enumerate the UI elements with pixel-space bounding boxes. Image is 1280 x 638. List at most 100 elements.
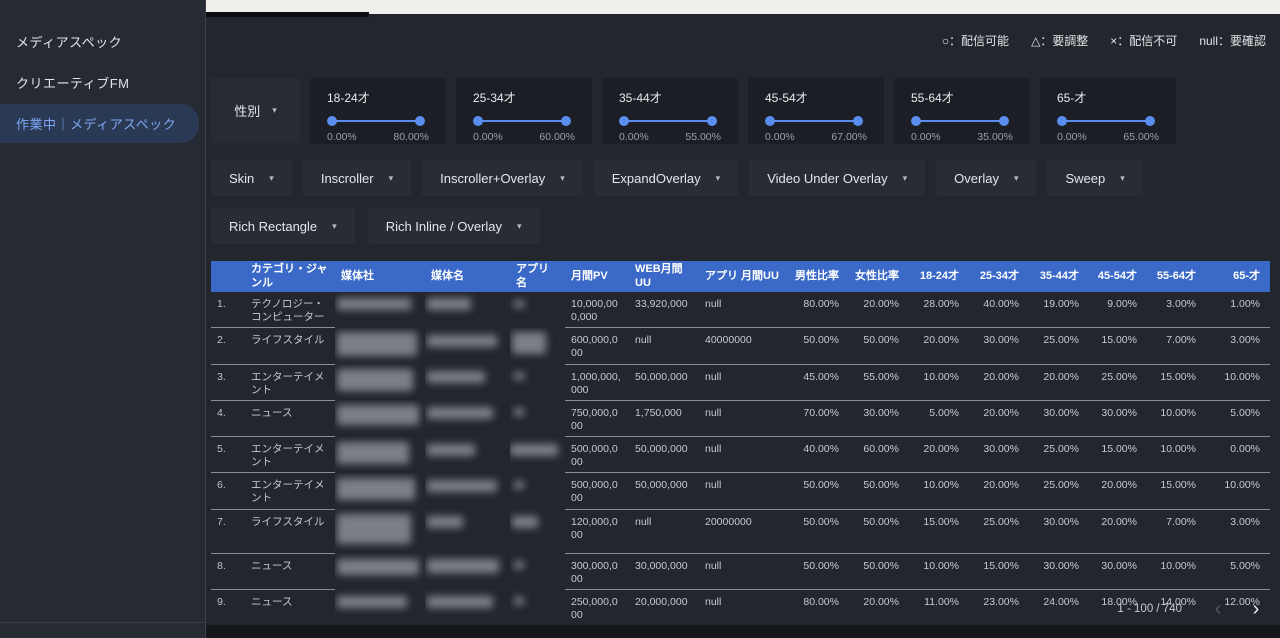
slider-handle-max[interactable] <box>561 116 571 126</box>
slider-handle-min[interactable] <box>619 116 629 126</box>
sidebar-item-media-spec[interactable]: メディアスペック <box>16 35 123 50</box>
cell-age-25-34: 20.00% <box>969 472 1029 510</box>
cell-app-uu: null <box>699 364 789 401</box>
cell-media-name-redacted <box>425 292 510 328</box>
slider-handle-max[interactable] <box>707 116 717 126</box>
cell-media-name-redacted <box>425 328 510 364</box>
filter-dropdown-expand-overlay[interactable]: ExpandOverlay ▾ <box>593 160 739 196</box>
header-category[interactable]: カテゴリ・ジャンル <box>245 261 335 292</box>
header-age-45-54[interactable]: 45-54才 <box>1089 261 1147 292</box>
pagination-prev-icon[interactable]: ‹ <box>1214 598 1222 620</box>
cell-category: ライフスタイル <box>245 509 335 554</box>
sidebar-item-creative-fm[interactable]: クリエーティブFM <box>16 76 130 91</box>
slider-handle-min[interactable] <box>765 116 775 126</box>
slider-handle-min[interactable] <box>911 116 921 126</box>
cell-male-ratio: 50.00% <box>789 553 849 590</box>
cell-monthly-pv: 1,000,000,000 <box>565 364 629 401</box>
cell-age-35-44: 19.00% <box>1029 292 1089 329</box>
cell-male-ratio: 50.00% <box>789 509 849 554</box>
header-monthly-pv[interactable]: 月間PV <box>565 261 629 292</box>
age-filter-25-34: 25-34才 0.00% 60.00% <box>456 78 592 144</box>
filter-dropdown-skin[interactable]: Skin ▾ <box>211 160 292 196</box>
cell-age-65: 5.00% <box>1206 400 1270 438</box>
table-row[interactable]: 7. ライフスタイル 120,000,000 null 20000000 50.… <box>211 509 1270 554</box>
cell-app-uu: null <box>699 589 789 627</box>
table-row[interactable]: 1. テクノロジー・コンピューター 10,000,000,000 33,920,… <box>211 292 1270 329</box>
table-row[interactable]: 3. エンターテイメント 1,000,000,000 50,000,000 nu… <box>211 364 1270 401</box>
filter-dropdown-rich-inline-overlay[interactable]: Rich Inline / Overlay ▾ <box>367 208 540 244</box>
header-age-25-34[interactable]: 25-34才 <box>969 261 1029 292</box>
header-web-monthly-uu[interactable]: WEB月間UU <box>629 261 699 292</box>
range-slider[interactable] <box>473 116 577 126</box>
header-app-name[interactable]: アプリ名 <box>510 261 565 292</box>
cell-female-ratio: 50.00% <box>849 553 909 590</box>
header-male-ratio[interactable]: 男性比率 <box>789 261 849 292</box>
filter-dropdown-inscroller[interactable]: Inscroller ▾ <box>302 160 412 196</box>
table-row[interactable]: 4. ニュース 750,000,000 1,750,000 null 70.00… <box>211 400 1270 438</box>
header-app-monthly-uu[interactable]: アプリ 月間UU <box>699 261 789 292</box>
table-row[interactable]: 8. ニュース 300,000,000 30,000,000 null 50.0… <box>211 553 1270 590</box>
slider-label: 45-54才 <box>765 91 808 105</box>
dropdown-label: ExpandOverlay <box>611 170 701 186</box>
cell-age-35-44: 25.00% <box>1029 472 1089 510</box>
slider-handle-max[interactable] <box>999 116 1009 126</box>
slider-handle-max[interactable] <box>415 116 425 126</box>
cell-media-name-redacted <box>425 509 510 553</box>
sidebar-item-wip-media-spec[interactable]: 作業中｜メディアスペック <box>0 104 199 143</box>
chevron-down-icon: ▾ <box>715 172 721 183</box>
chevron-down-icon: ▾ <box>269 172 274 183</box>
cell-age-45-54: 15.00% <box>1089 327 1147 365</box>
header-age-55-64[interactable]: 55-64才 <box>1147 261 1206 292</box>
cell-age-45-54: 25.00% <box>1089 364 1147 401</box>
header-female-ratio[interactable]: 女性比率 <box>849 261 909 292</box>
cell-age-18-24: 10.00% <box>909 472 969 510</box>
table-row[interactable]: 9. ニュース 250,000,000 20,000,000 null 80.0… <box>211 589 1270 627</box>
cell-age-18-24: 28.00% <box>909 292 969 329</box>
range-slider[interactable] <box>911 116 1015 126</box>
row-index: 7. <box>211 509 245 554</box>
cell-category: エンターテイメント <box>245 364 335 401</box>
dropdown-label: Rich Inline / Overlay <box>385 218 503 234</box>
range-slider[interactable] <box>327 116 431 126</box>
row-index: 9. <box>211 589 245 627</box>
filter-dropdown-overlay[interactable]: Overlay ▾ <box>936 160 1037 196</box>
table-row[interactable]: 5. エンターテイメント 500,000,000 50,000,000 null… <box>211 436 1270 474</box>
cell-age-45-54: 15.00% <box>1089 436 1147 474</box>
cell-media-name-redacted <box>425 437 510 473</box>
cell-age-65: 10.00% <box>1206 364 1270 401</box>
filter-dropdown-rich-rectangle[interactable]: Rich Rectangle ▾ <box>211 208 355 244</box>
slider-max-value: 65.00% <box>1123 131 1159 143</box>
table-row[interactable]: 2. ライフスタイル 600,000,000 null 40000000 50.… <box>211 327 1270 365</box>
pagination-next-icon[interactable]: › <box>1252 598 1260 620</box>
table-row[interactable]: 6. エンターテイメント 500,000,000 50,000,000 null… <box>211 472 1270 510</box>
header-media-name[interactable]: 媒体名 <box>425 261 510 292</box>
filter-dropdown-video-under-overlay[interactable]: Video Under Overlay ▾ <box>749 160 926 196</box>
cell-category: テクノロジー・コンピューター <box>245 292 335 329</box>
range-slider[interactable] <box>1057 116 1161 126</box>
gender-filter-dropdown[interactable]: 性別 ▾ <box>211 78 300 143</box>
cell-web-uu: 1,750,000 <box>629 400 699 438</box>
slider-track <box>331 120 421 122</box>
slider-handle-min[interactable] <box>473 116 483 126</box>
header-age-35-44[interactable]: 35-44才 <box>1029 261 1089 292</box>
header-age-65[interactable]: 65-才 <box>1206 261 1270 292</box>
slider-handle-min[interactable] <box>1057 116 1067 126</box>
slider-handle-max[interactable] <box>853 116 863 126</box>
slider-handle-max[interactable] <box>1145 116 1155 126</box>
sidebar-divider <box>0 622 205 623</box>
cell-media-company-redacted <box>335 400 425 436</box>
legend-needs-confirmation: null：要確認 <box>1199 34 1266 48</box>
row-index: 2. <box>211 327 245 365</box>
header-age-18-24[interactable]: 18-24才 <box>909 261 969 292</box>
slider-handle-min[interactable] <box>327 116 337 126</box>
cell-male-ratio: 70.00% <box>789 400 849 438</box>
header-media-company[interactable]: 媒体社 <box>335 261 425 292</box>
filter-dropdown-sweep[interactable]: Sweep ▾ <box>1047 160 1143 196</box>
cell-age-35-44: 20.00% <box>1029 364 1089 401</box>
cell-app-name-redacted <box>510 553 565 589</box>
range-slider[interactable] <box>619 116 723 126</box>
slider-track <box>1061 120 1151 122</box>
cell-age-25-34: 40.00% <box>969 292 1029 329</box>
filter-dropdown-inscroller-overlay[interactable]: Inscroller+Overlay ▾ <box>422 160 583 196</box>
range-slider[interactable] <box>765 116 869 126</box>
